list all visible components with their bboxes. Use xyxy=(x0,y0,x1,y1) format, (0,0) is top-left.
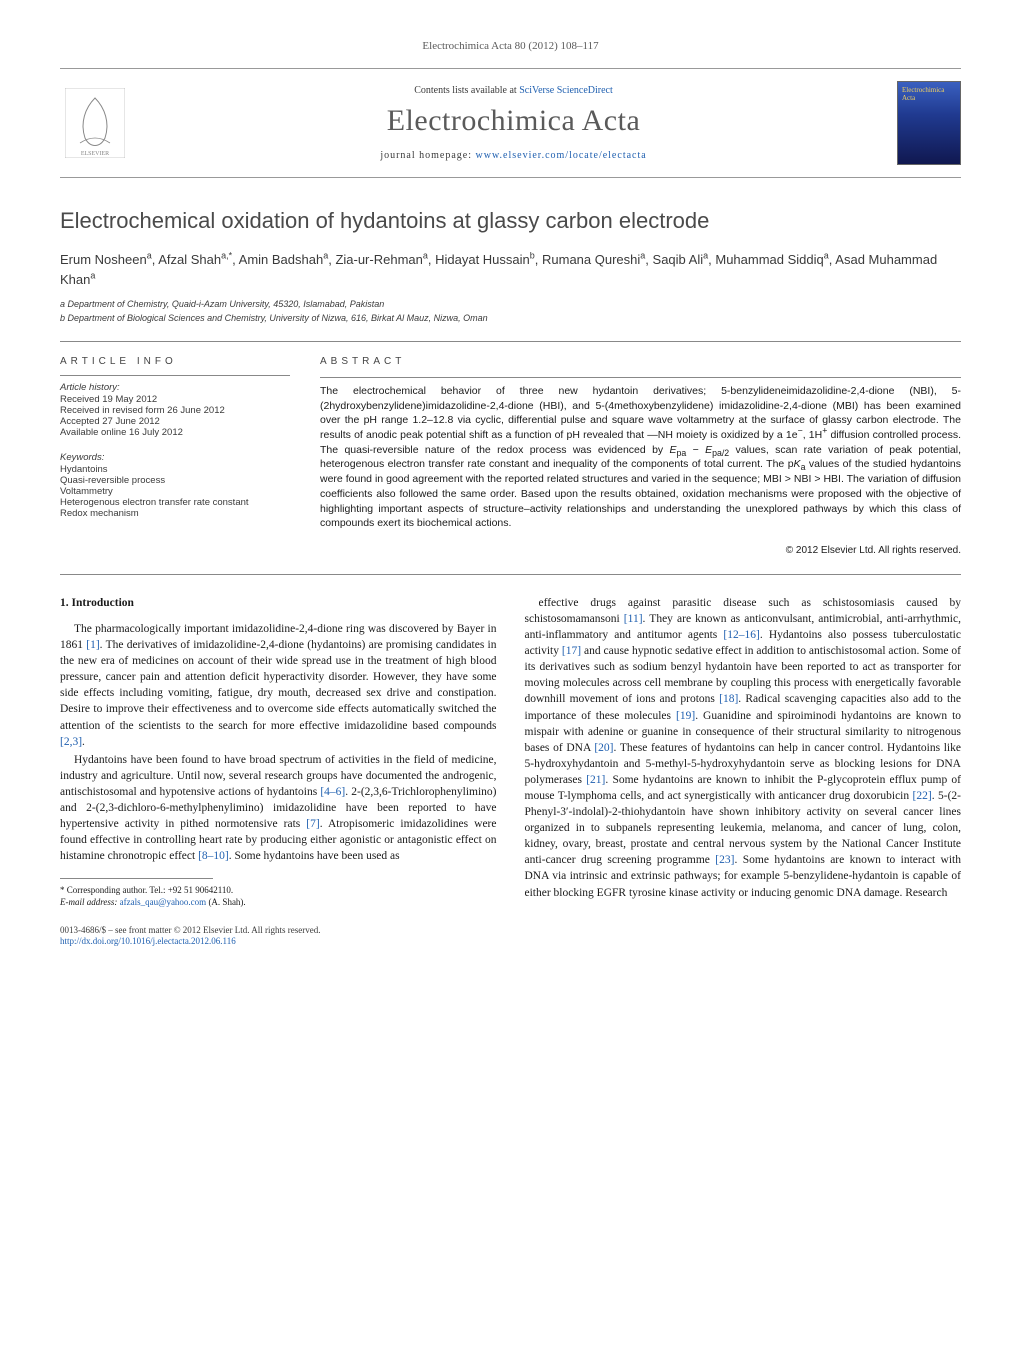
history-online: Available online 16 July 2012 xyxy=(60,427,290,438)
footnotes: * Corresponding author. Tel.: +92 51 906… xyxy=(60,885,497,908)
body-two-column: 1. Introduction The pharmacologically im… xyxy=(60,595,961,909)
footnote-separator xyxy=(60,878,213,879)
author-list: Erum Nosheena, Afzal Shaha,*, Amin Badsh… xyxy=(60,250,961,289)
header-center: Contents lists available at SciVerse Sci… xyxy=(130,85,897,161)
email-line: E-mail address: afzals_qau@yahoo.com (A.… xyxy=(60,897,497,909)
abstract-text: The electrochemical behavior of three ne… xyxy=(320,377,961,531)
article-info-heading: article info xyxy=(60,356,290,367)
history-received: Received 19 May 2012 xyxy=(60,394,290,405)
article-title: Electrochemical oxidation of hydantoins … xyxy=(60,208,961,234)
journal-header: ELSEVIER Contents lists available at Sci… xyxy=(60,68,961,178)
keyword: Quasi-reversible process xyxy=(60,475,290,486)
cover-title: Electrochimica Acta xyxy=(902,86,956,102)
footer-copyright: 0013-4686/$ – see front matter © 2012 El… xyxy=(60,925,961,937)
intro-para-2: Hydantoins have been found to have broad… xyxy=(60,752,497,865)
homepage-line: journal homepage: www.elsevier.com/locat… xyxy=(130,150,897,161)
abstract-copyright: © 2012 Elsevier Ltd. All rights reserved… xyxy=(320,545,961,556)
affiliation-a: a Department of Chemistry, Quaid-i-Azam … xyxy=(60,299,961,309)
section-heading-intro: 1. Introduction xyxy=(60,595,497,611)
keywords-label: Keywords: xyxy=(60,452,290,463)
intro-para-3: effective drugs against parasitic diseas… xyxy=(525,595,962,901)
keyword: Heterogenous electron transfer rate cons… xyxy=(60,497,290,508)
contents-available-line: Contents lists available at SciVerse Sci… xyxy=(130,85,897,96)
email-link[interactable]: afzals_qau@yahoo.com xyxy=(120,897,207,907)
divider xyxy=(60,574,961,575)
intro-para-1: The pharmacologically important imidazol… xyxy=(60,621,497,750)
homepage-prefix: journal homepage: xyxy=(380,150,475,161)
contents-prefix: Contents lists available at xyxy=(414,85,519,96)
email-tail: (A. Shah). xyxy=(206,897,246,907)
abstract-heading: abstract xyxy=(320,356,961,367)
journal-reference: Electrochimica Acta 80 (2012) 108–117 xyxy=(60,40,961,52)
corresponding-author: * Corresponding author. Tel.: +92 51 906… xyxy=(60,885,497,897)
doi-link[interactable]: http://dx.doi.org/10.1016/j.electacta.20… xyxy=(60,936,236,946)
page-footer: 0013-4686/$ – see front matter © 2012 El… xyxy=(60,925,961,948)
keyword: Redox mechanism xyxy=(60,508,290,519)
affiliation-b: b Department of Biological Sciences and … xyxy=(60,313,961,323)
homepage-link[interactable]: www.elsevier.com/locate/electacta xyxy=(476,150,647,161)
journal-cover-thumb: Electrochimica Acta xyxy=(897,81,961,165)
article-info-column: article info Article history: Received 1… xyxy=(60,356,290,556)
divider xyxy=(60,341,961,342)
abstract-column: abstract The electrochemical behavior of… xyxy=(320,356,961,556)
article-history-block: Article history: Received 19 May 2012 Re… xyxy=(60,375,290,438)
history-revised: Received in revised form 26 June 2012 xyxy=(60,405,290,416)
keyword: Hydantoins xyxy=(60,464,290,475)
svg-text:ELSEVIER: ELSEVIER xyxy=(81,151,109,157)
keywords-block: Keywords: Hydantoins Quasi-reversible pr… xyxy=(60,452,290,519)
email-label: E-mail address: xyxy=(60,897,120,907)
info-abstract-row: article info Article history: Received 1… xyxy=(60,356,961,556)
elsevier-logo: ELSEVIER xyxy=(60,83,130,163)
affiliations: a Department of Chemistry, Quaid-i-Azam … xyxy=(60,299,961,323)
keyword: Voltammetry xyxy=(60,486,290,497)
journal-name: Electrochimica Acta xyxy=(130,104,897,138)
history-accepted: Accepted 27 June 2012 xyxy=(60,416,290,427)
history-label: Article history: xyxy=(60,382,290,393)
sciencedirect-link[interactable]: SciVerse ScienceDirect xyxy=(519,85,613,96)
